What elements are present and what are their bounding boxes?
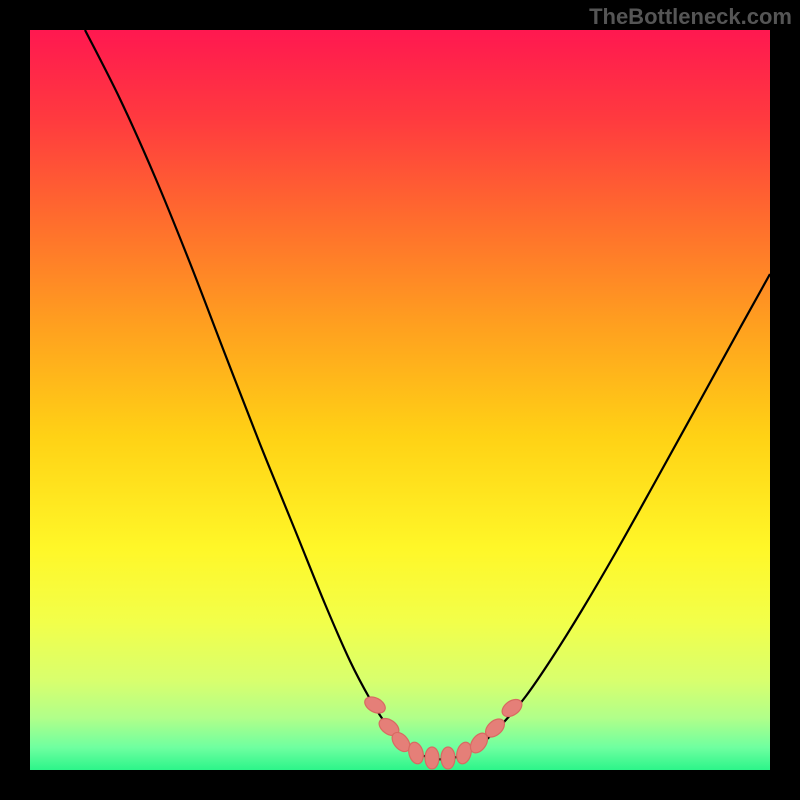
watermark-text: TheBottleneck.com xyxy=(589,4,792,30)
curve-marker xyxy=(441,747,455,769)
curve-marker xyxy=(425,747,439,769)
gradient-background xyxy=(30,30,770,770)
bottleneck-chart xyxy=(0,0,800,800)
